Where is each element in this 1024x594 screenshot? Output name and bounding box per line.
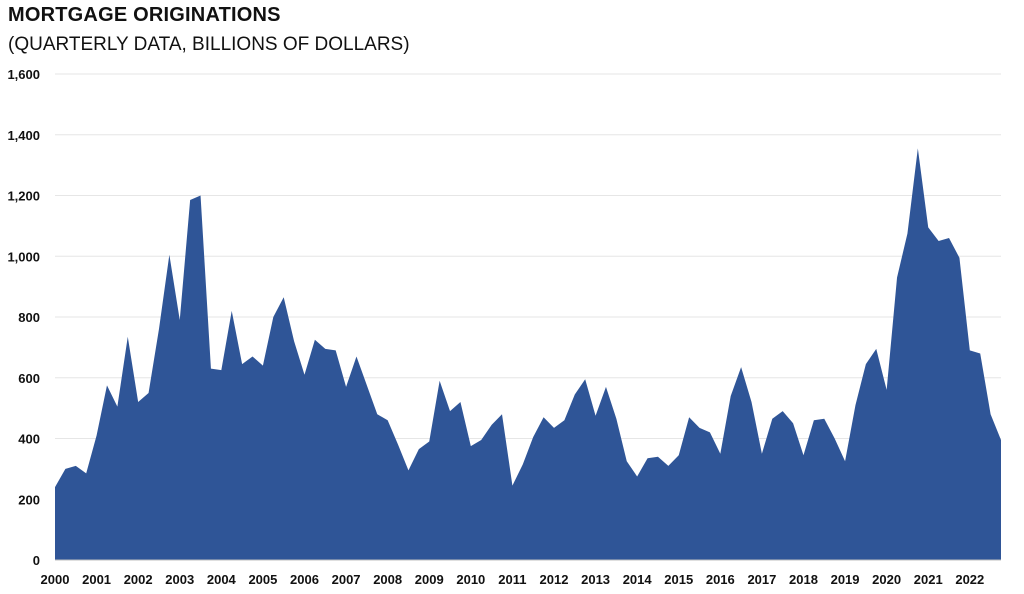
x-tick-label: 2021 bbox=[914, 572, 943, 587]
x-axis: 2000 2001 2002 2003 2004 2005 2006 2007 2008 2009… bbox=[41, 559, 1001, 587]
x-tick-label: 2017 bbox=[747, 572, 776, 587]
x-tick-label: 2015 bbox=[664, 572, 693, 587]
x-tick-label: 2010 bbox=[456, 572, 485, 587]
chart-subtitle: (QUARTERLY DATA, BILLIONS OF DOLLARS) bbox=[8, 34, 410, 55]
x-tick-label: 2001 bbox=[82, 572, 111, 587]
y-tick-label: 0 bbox=[33, 553, 40, 568]
x-tick-label: 2009 bbox=[415, 572, 444, 587]
x-tick-label: 2012 bbox=[540, 572, 569, 587]
x-tick-label: 2020 bbox=[872, 572, 901, 587]
x-tick-label: 2005 bbox=[248, 572, 277, 587]
x-tick-label: 2022 bbox=[955, 572, 984, 587]
y-axis: 0 200 400 600 800 1,000 1,200 1,400 1,600 bbox=[7, 67, 40, 568]
y-tick-label: 1,600 bbox=[7, 67, 40, 82]
x-tick-label: 2006 bbox=[290, 572, 319, 587]
y-tick-label: 400 bbox=[18, 432, 40, 447]
y-tick-label: 1,400 bbox=[7, 128, 40, 143]
y-tick-label: 200 bbox=[18, 492, 40, 507]
x-tick-label: 2004 bbox=[207, 572, 237, 587]
originations-area bbox=[55, 148, 1001, 561]
x-tick-label: 2013 bbox=[581, 572, 610, 587]
x-tick-label: 2000 bbox=[41, 572, 70, 587]
x-tick-label: 2007 bbox=[332, 572, 361, 587]
y-tick-label: 800 bbox=[18, 310, 40, 325]
x-tick-label: 2011 bbox=[498, 572, 526, 587]
x-tick-label: 2008 bbox=[373, 572, 402, 587]
area-layer bbox=[55, 148, 1001, 561]
y-tick-label: 1,200 bbox=[7, 189, 40, 204]
x-tick-label: 2003 bbox=[165, 572, 194, 587]
x-tick-label: 2016 bbox=[706, 572, 735, 587]
y-tick-label: 1,000 bbox=[7, 249, 40, 264]
chart-title: MORTGAGE ORIGINATIONS bbox=[8, 4, 281, 26]
y-tick-label: 600 bbox=[18, 371, 40, 386]
x-tick-label: 2002 bbox=[124, 572, 153, 587]
x-tick-label: 2018 bbox=[789, 572, 818, 587]
x-tick-label: 2019 bbox=[831, 572, 860, 587]
x-tick-label: 2014 bbox=[623, 572, 653, 587]
